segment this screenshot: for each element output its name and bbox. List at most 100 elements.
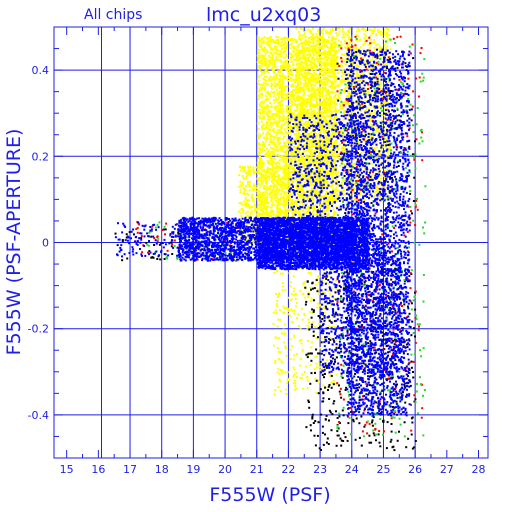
data-point-yellow [307, 168, 310, 171]
data-point-yellow [257, 156, 260, 159]
data-point-yellow [329, 95, 331, 98]
data-point-yellow [267, 152, 270, 155]
data-point-yellow [295, 96, 298, 99]
data-point-yellow [335, 139, 338, 142]
data-point-yellow [274, 42, 277, 45]
data-point-yellow [323, 131, 326, 134]
data-point-yellow [316, 52, 318, 55]
data-point-yellow [292, 78, 295, 81]
data-point-yellow [283, 97, 286, 100]
data-point-yellow [277, 71, 280, 74]
data-point-yellow [258, 90, 260, 93]
data-point-yellow [261, 41, 263, 44]
data-point-yellow [298, 150, 301, 153]
data-point-yellow [289, 57, 292, 60]
data-point-yellow [292, 64, 295, 67]
data-point-yellow [293, 47, 295, 50]
data-point-yellow [326, 90, 329, 93]
data-point-yellow [282, 107, 285, 110]
data-point-yellow [326, 97, 329, 99]
data-point-yellow [281, 123, 283, 126]
data-point-yellow [318, 148, 321, 151]
data-point-yellow [273, 90, 276, 93]
data-point-yellow [285, 164, 288, 167]
data-point-yellow [296, 149, 299, 152]
data-point-yellow [324, 108, 327, 111]
data-point-yellow [260, 59, 263, 62]
data-point-yellow [291, 150, 294, 153]
data-point-yellow [304, 114, 307, 117]
data-point-yellow [332, 200, 335, 203]
data-point-yellow [368, 112, 371, 114]
data-point-yellow [290, 98, 293, 101]
data-point-yellow [260, 62, 263, 65]
data-point-yellow [296, 99, 299, 102]
data-point-yellow [269, 95, 272, 98]
data-point-yellow [304, 47, 307, 50]
data-point-yellow [355, 33, 358, 36]
data-point-yellow [369, 101, 372, 104]
data-point-yellow [309, 105, 312, 108]
data-point-yellow [378, 90, 381, 93]
data-point-yellow [364, 40, 366, 43]
data-point-yellow [286, 203, 289, 206]
data-point-yellow [321, 159, 324, 162]
data-point-yellow [264, 94, 267, 97]
data-point-yellow [269, 140, 271, 143]
data-point-yellow [377, 93, 380, 96]
data-point-yellow [319, 71, 322, 74]
data-point-yellow [298, 188, 301, 191]
data-point-yellow [268, 163, 271, 165]
data-point-yellow [303, 165, 306, 168]
data-point-yellow [293, 157, 296, 159]
data-point-yellow [264, 88, 267, 91]
data-point-yellow [279, 119, 282, 122]
data-point-yellow [327, 89, 330, 92]
data-point-yellow [294, 147, 297, 150]
data-point-yellow [341, 101, 344, 104]
data-point-yellow [341, 183, 344, 186]
data-point-yellow [346, 59, 348, 62]
data-point-yellow [324, 180, 327, 183]
data-point-yellow [305, 120, 308, 123]
data-point-yellow [321, 64, 324, 67]
data-point-yellow [272, 61, 275, 64]
data-point-yellow [263, 58, 266, 60]
data-point-yellow [315, 48, 318, 51]
data-point-yellow [259, 59, 262, 62]
data-point-yellow [339, 63, 342, 66]
data-point-yellow [353, 187, 356, 190]
data-point-yellow [324, 54, 327, 57]
data-point-yellow [278, 137, 281, 140]
data-point-yellow [301, 61, 304, 64]
data-point-yellow [334, 44, 337, 47]
data-point-yellow [311, 212, 314, 215]
data-point-yellow [334, 46, 336, 49]
data-point-yellow [258, 142, 261, 145]
data-point-yellow [371, 188, 374, 191]
data-point-yellow [309, 190, 312, 193]
data-point-yellow [268, 76, 271, 79]
data-point-yellow [309, 90, 312, 93]
data-point-yellow [280, 96, 283, 99]
data-point-yellow [277, 97, 280, 100]
data-point-yellow [357, 174, 360, 177]
data-point-yellow [285, 45, 288, 48]
data-point-yellow [374, 90, 377, 93]
data-point-yellow [263, 187, 266, 190]
data-point-yellow [290, 77, 293, 79]
data-point-yellow [357, 51, 359, 54]
data-point-yellow [262, 87, 264, 90]
data-point-yellow [318, 120, 321, 123]
data-point-yellow [348, 61, 351, 64]
data-point-yellow [257, 52, 260, 54]
data-point-yellow [317, 115, 319, 118]
data-point-yellow [261, 62, 264, 65]
data-point-yellow [295, 67, 298, 70]
data-point-yellow [303, 191, 306, 194]
data-point-yellow [361, 166, 364, 168]
data-point-yellow [324, 77, 327, 79]
data-point-yellow [258, 96, 261, 99]
data-point-yellow [321, 188, 324, 191]
data-point-yellow [319, 66, 322, 69]
